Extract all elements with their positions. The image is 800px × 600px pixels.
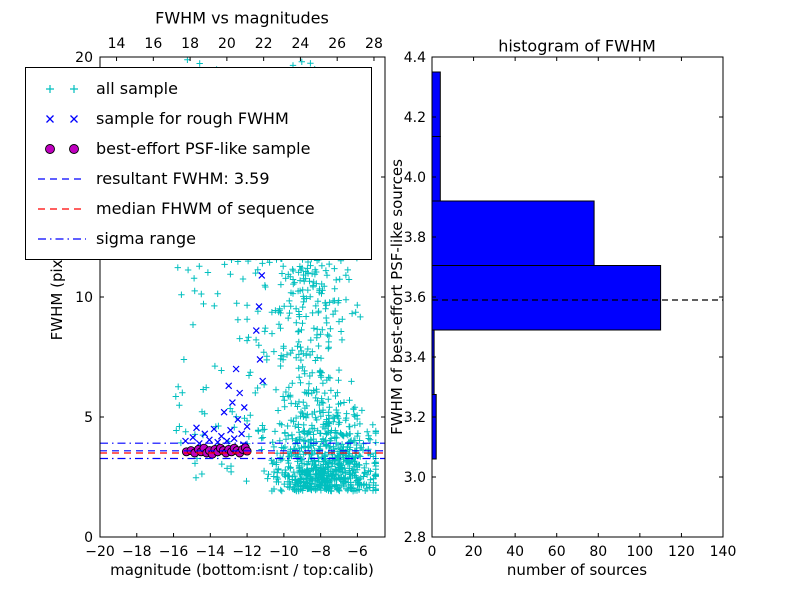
legend-marker-dashed [38,207,86,210]
legend-label: resultant FWHM: 3.59 [96,169,270,188]
x-tick-label: −18 [122,544,152,560]
histogram-bar [432,136,441,202]
legend-item-0: all sample [36,76,361,101]
scatter-yaxis-label: FWHM (pix) [48,253,66,341]
histogram-axes: 0 20 40 60 80 100 120 140 2.8 3.0 3.2 3.4 3.6 3.8 4.0 4… [404,50,737,560]
top-tick-label: 20 [218,36,236,52]
y-tick-label: 3.4 [404,350,426,366]
legend-marker-plus [46,84,78,93]
legend-marker-circle [45,143,79,154]
x-tick-label: 40 [506,544,524,560]
top-tick-label: 28 [365,36,383,52]
legend: all sample sample for rough FWHM best-effo… [25,67,372,260]
histogram-bar [432,265,662,331]
x-tick-label: −6 [347,544,368,560]
legend-item-2: best-effort PSF-like sample [36,136,361,161]
top-tick-label: 24 [292,36,310,52]
y-tick-label: 2.8 [404,530,426,546]
series-rough-fwhm [182,250,269,449]
legend-label: sample for rough FWHM [96,109,289,128]
x-tick-label: 0 [428,544,437,560]
x-tick-label: 100 [626,544,653,560]
series-psf-like-sample [181,443,252,459]
y-tick-label: 4.2 [404,110,426,126]
scatter-plot-title: FWHM vs magnitudes [155,8,329,28]
histogram-xaxis-label: number of sources [506,561,648,579]
y-tick-label: 3.0 [404,470,426,486]
legend-item-5: sigma range [36,226,361,251]
histogram-bar [432,394,437,460]
legend-label: median FHWM of sequence [96,199,315,218]
x-tick-label: 140 [710,544,737,560]
x-tick-label: 60 [548,544,566,560]
histogram-title: histogram of FWHM [498,36,656,56]
y-tick-label: 3.2 [404,410,426,426]
x-tick-label: 80 [589,544,607,560]
y-tick-label: 4.0 [404,170,426,186]
x-tick-label: −12 [232,544,262,560]
histogram-yaxis-label: FWHM of best-effort PSF-like sources [388,159,406,435]
x-tick-label: −14 [196,544,226,560]
legend-marker-dashdot [38,237,86,240]
y-tick-label: 4.4 [404,50,426,66]
legend-label: sigma range [96,229,196,248]
legend-marker-dashed [38,177,86,180]
legend-item-4: median FHWM of sequence [36,196,361,221]
x-tick-label: −10 [269,544,299,560]
x-tick-label: 20 [465,544,483,560]
x-tick-label: −16 [159,544,189,560]
scatter-plot: −20 −18 −16 −14 −12 −10 −8 −6 14 16 18 20 22 24 26 28 0 5… [75,36,386,560]
x-tick-label: 120 [668,544,695,560]
legend-label: all sample [96,79,178,98]
x-tick-label: −20 [85,544,115,560]
legend-item-1: sample for rough FWHM [36,106,361,131]
legend-marker-x [46,114,78,123]
histogram-bar [432,71,441,137]
top-tick-label: 22 [255,36,273,52]
y-tick-label: 3.8 [404,230,426,246]
y-tick-label: 0 [84,530,93,546]
top-tick-label: 14 [108,36,126,52]
histogram-bar [432,200,595,266]
legend-item-3: resultant FWHM: 3.59 [36,166,361,191]
top-tick-label: 16 [144,36,162,52]
legend-label: best-effort PSF-like sample [96,139,311,158]
y-tick-label: 20 [75,50,93,66]
top-tick-label: 26 [328,36,346,52]
y-tick-label: 5 [84,410,93,426]
histogram-plot: 0 20 40 60 80 100 120 140 2.8 3.0 3.2 3.4 3.6 3.8 4.0 4… [404,50,737,560]
y-tick-label: 10 [75,290,93,306]
top-tick-label: 18 [181,36,199,52]
x-tick-label: −8 [310,544,331,560]
scatter-xaxis-label: magnitude (bottom:isnt / top:calib) [110,561,374,579]
y-tick-label: 3.6 [404,290,426,306]
